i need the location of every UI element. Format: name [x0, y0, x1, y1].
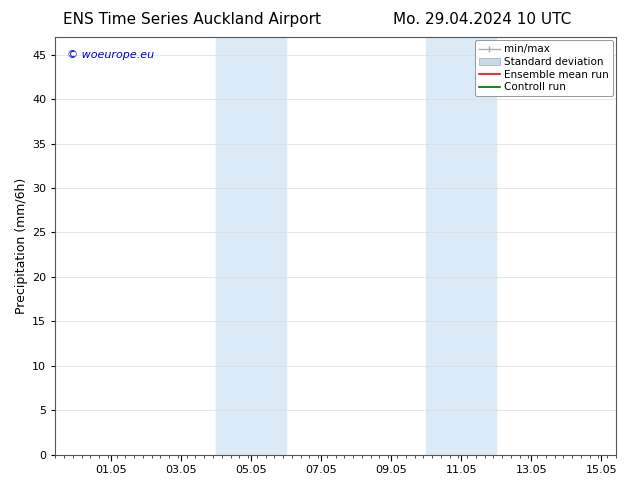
Bar: [426, 37, 496, 455]
Bar: [216, 37, 286, 455]
Text: © woeurope.eu: © woeurope.eu: [67, 49, 153, 60]
Legend: min/max, Standard deviation, Ensemble mean run, Controll run: min/max, Standard deviation, Ensemble me…: [475, 40, 613, 97]
Text: ENS Time Series Auckland Airport: ENS Time Series Auckland Airport: [63, 12, 321, 27]
Text: Mo. 29.04.2024 10 UTC: Mo. 29.04.2024 10 UTC: [393, 12, 571, 27]
Y-axis label: Precipitation (mm/6h): Precipitation (mm/6h): [15, 178, 28, 314]
